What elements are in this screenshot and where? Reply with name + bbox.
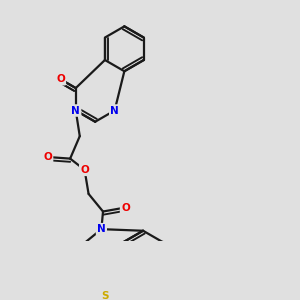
Text: O: O	[121, 202, 130, 212]
Text: N: N	[110, 106, 119, 116]
Text: O: O	[43, 152, 52, 162]
Text: N: N	[97, 224, 106, 234]
Text: S: S	[101, 292, 108, 300]
Text: O: O	[56, 74, 65, 84]
Text: O: O	[80, 165, 89, 175]
Text: N: N	[71, 106, 80, 116]
